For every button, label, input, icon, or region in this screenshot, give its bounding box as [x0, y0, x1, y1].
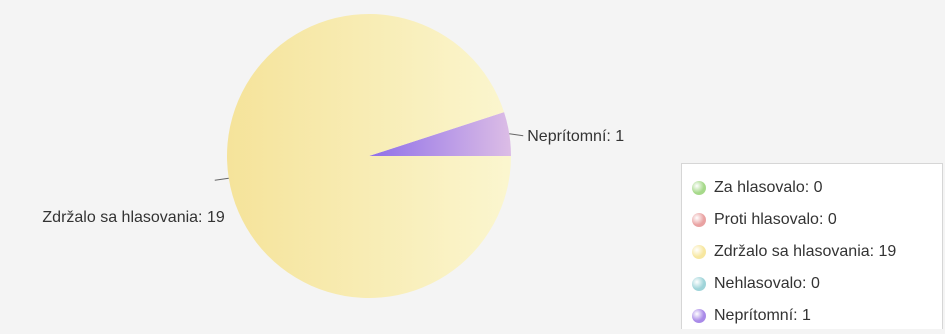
legend-label: Neprítomní: 1: [714, 307, 811, 324]
legend-label: Nehlasovalo: 0: [714, 275, 820, 292]
legend-item-nehlasovalo[interactable]: Nehlasovalo: 0: [692, 268, 942, 300]
pie-slice-nepr-tomn-[interactable]: [369, 112, 511, 156]
data-label-leader-line: [509, 133, 524, 137]
pie-slices: [227, 13, 512, 299]
legend-item-zdrzalo-sa-hlasovania[interactable]: Zdržalo sa hlasovania: 19: [692, 236, 942, 268]
legend-marker-icon: [692, 277, 706, 291]
legend-marker-icon: [692, 213, 706, 227]
legend-marker-icon: [692, 245, 706, 259]
pie-slice-zdr-alo-sa-hlasovania[interactable]: [227, 13, 512, 299]
legend-marker-icon: [692, 181, 706, 195]
legend-label: Proti hlasovalo: 0: [714, 211, 837, 228]
chart-legend: Za hlasovalo: 0 Proti hlasovalo: 0 Zdrža…: [681, 163, 943, 329]
data-label-leader-line: [214, 177, 229, 181]
legend-marker-icon: [692, 309, 706, 323]
data-label-nepr-tomn-: Neprítomní: 1: [527, 128, 624, 145]
legend-label: Zdržalo sa hlasovania: 19: [714, 243, 897, 260]
legend-item-za-hlasovalo[interactable]: Za hlasovalo: 0: [692, 172, 942, 204]
pie-data-labels: Neprítomní: 1 Zdržalo sa hlasovania: 19: [42, 128, 624, 226]
data-label-zdr-alo-sa-hlasovania: Zdržalo sa hlasovania: 19: [42, 209, 224, 226]
legend-label: Za hlasovalo: 0: [714, 179, 823, 196]
legend-item-nepritomni[interactable]: Neprítomní: 1: [692, 300, 942, 332]
legend-item-proti-hlasovalo[interactable]: Proti hlasovalo: 0: [692, 204, 942, 236]
